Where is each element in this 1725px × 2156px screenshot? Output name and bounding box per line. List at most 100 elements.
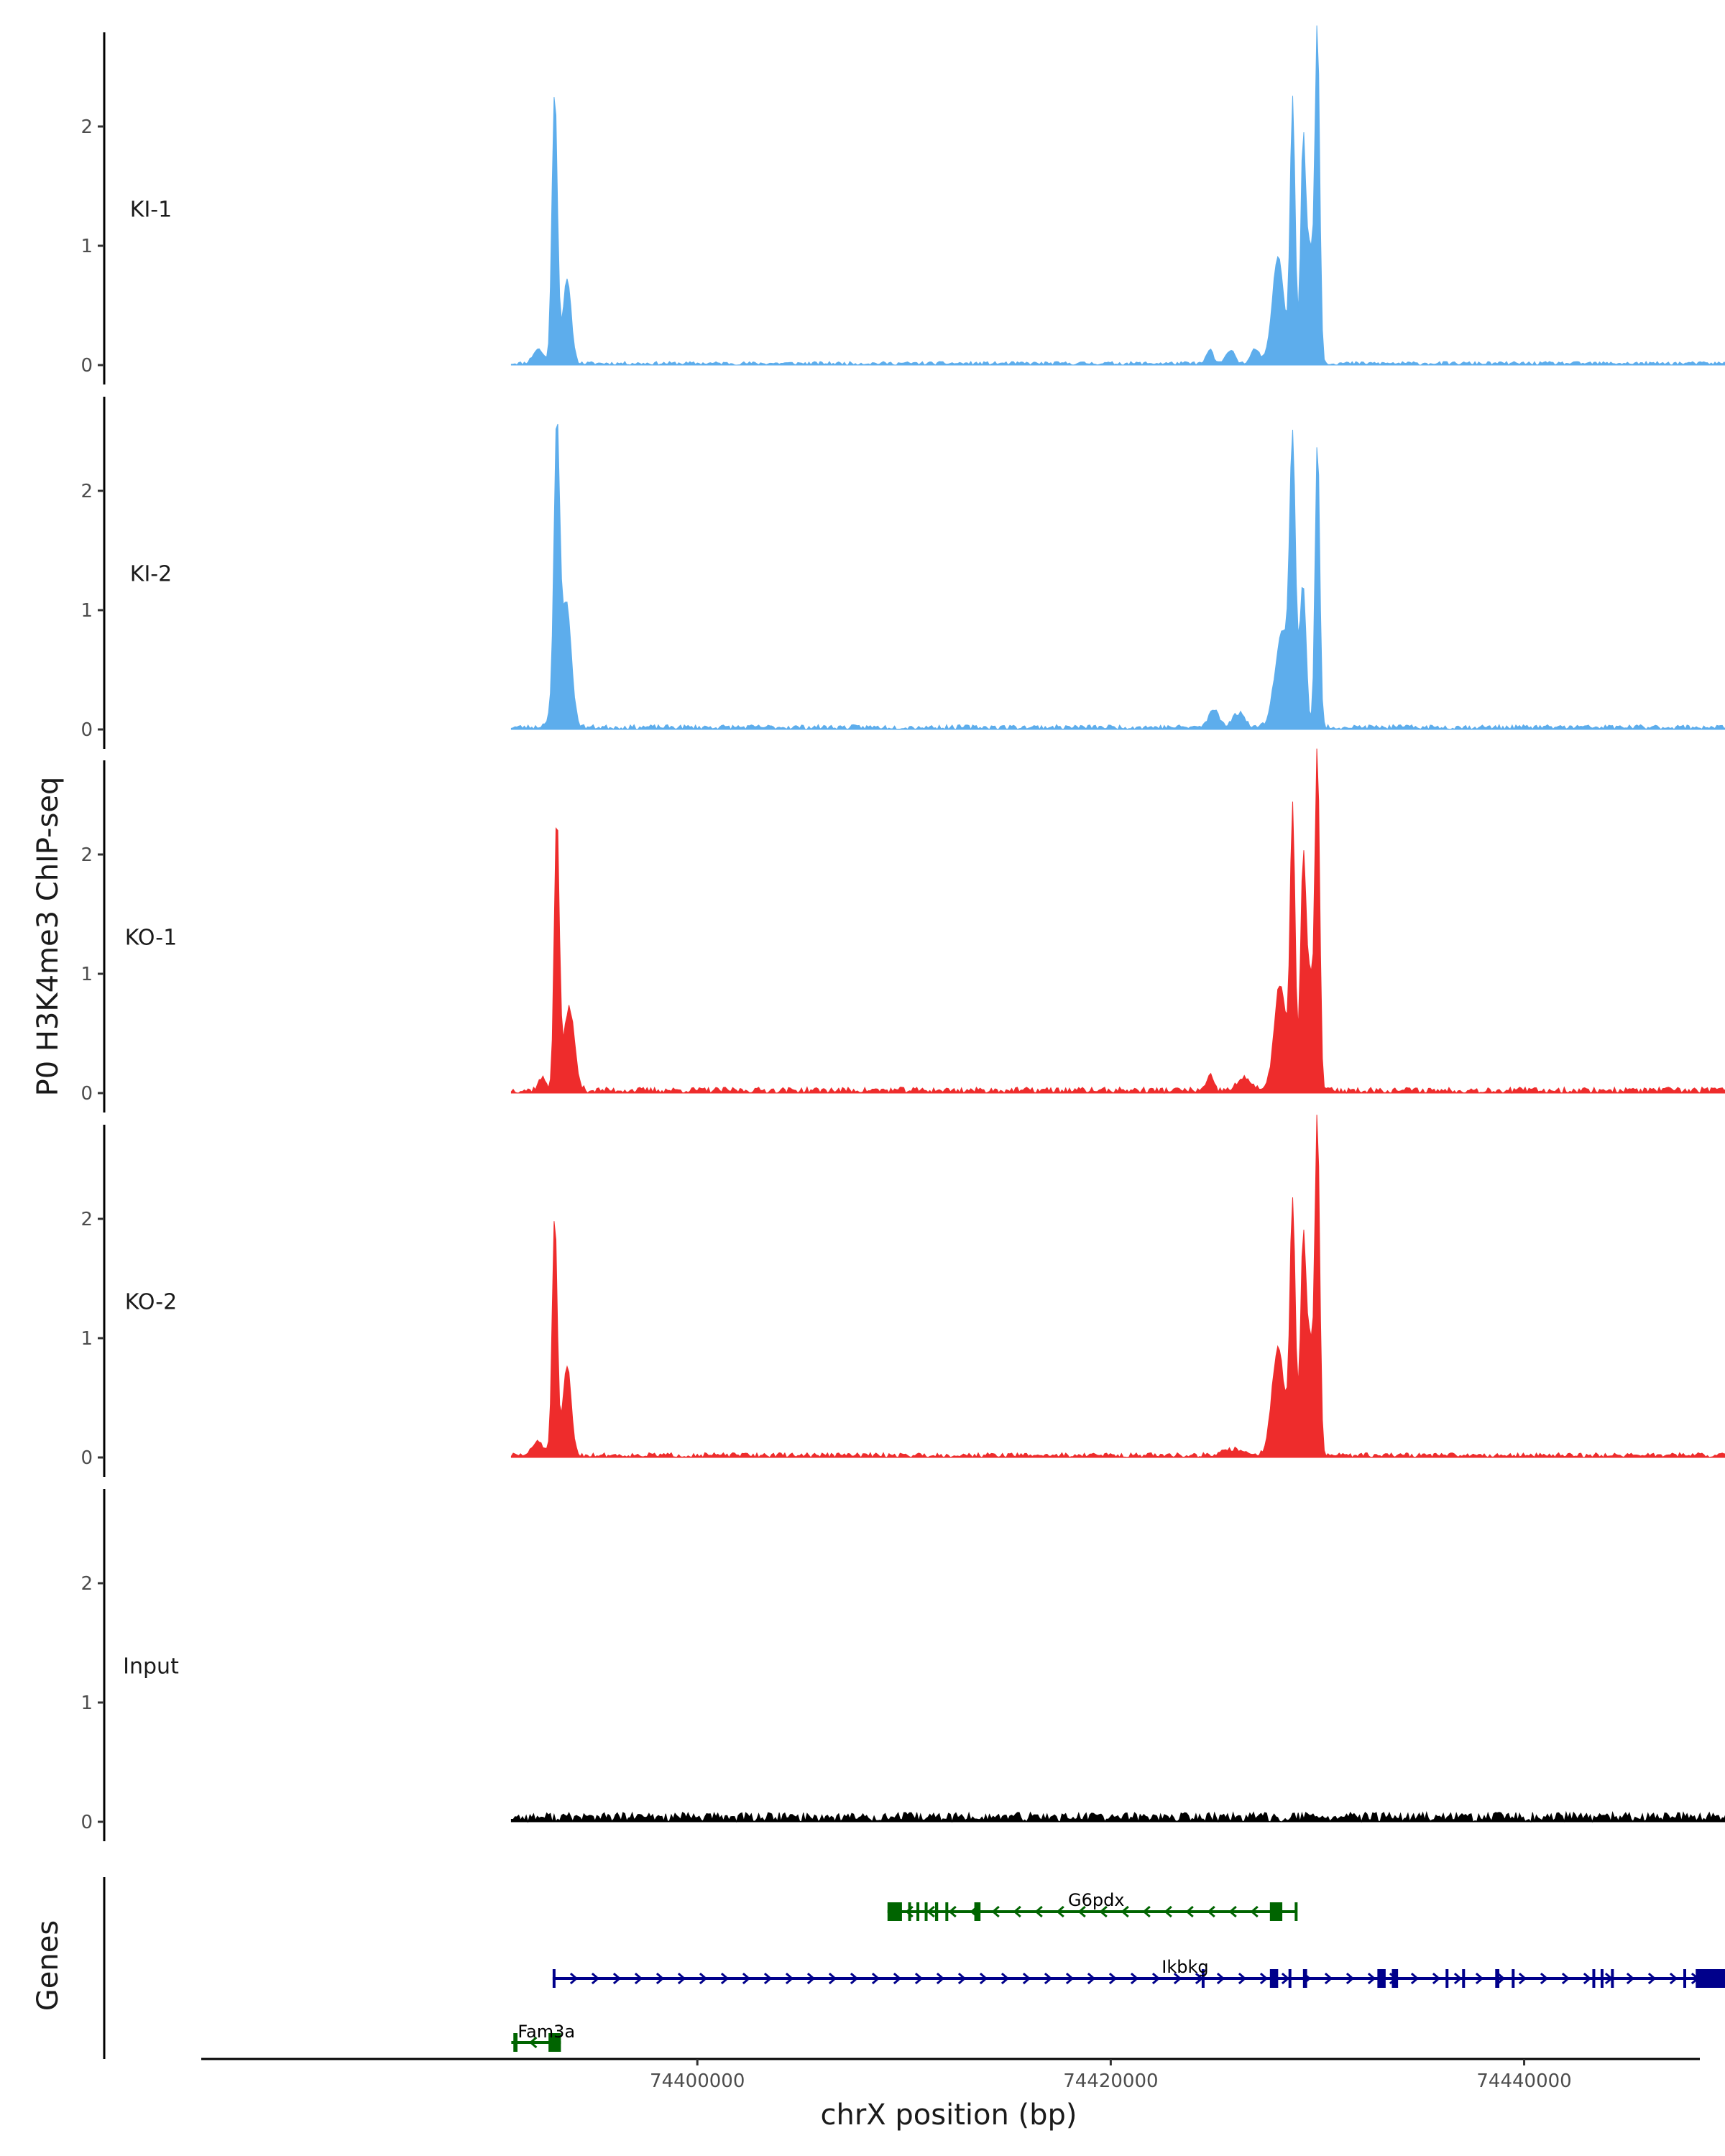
track-ki-1: 0 1 2 KI-1 (80, 25, 1725, 384)
track-label: KI-1 (130, 198, 172, 223)
genes-panel-title: Genes (32, 1920, 65, 2011)
strand-chevron (612, 1972, 622, 1985)
strand-chevron (1173, 1972, 1182, 1985)
gene-exon (1288, 1969, 1292, 1988)
strand-chevron (1583, 1972, 1592, 1985)
gene-exon (552, 1969, 556, 1988)
y-tick-label: 1 (80, 1692, 93, 1714)
gene-label: Ikbkg (1162, 1957, 1208, 1977)
strand-chevron (871, 1972, 880, 1985)
strand-chevron (699, 1972, 708, 1985)
strand-chevron (957, 1972, 967, 1985)
strand-chevron (1281, 1972, 1290, 1985)
strand-chevron (1164, 1905, 1172, 1918)
strand-chevron (720, 1972, 730, 1985)
strand-chevron (1647, 1972, 1657, 1985)
signal-area (510, 1115, 1725, 1459)
strand-chevron (1108, 1972, 1118, 1985)
y-tick-label: 2 (80, 116, 93, 138)
strand-chevron (991, 1905, 1000, 1918)
y-tick-label: 2 (80, 844, 93, 866)
gene-exon (1683, 1969, 1686, 1988)
track-label: KO-2 (125, 1290, 177, 1315)
gene-exon (513, 2033, 518, 2052)
strand-chevron (591, 1972, 600, 1985)
x-axis-title: chrX position (bp) (820, 2099, 1077, 2132)
strand-chevron (914, 1972, 924, 1985)
strand-chevron (677, 1972, 686, 1985)
strand-chevron (656, 1972, 665, 1985)
strand-chevron (1475, 1972, 1484, 1985)
gene-exon (945, 1902, 949, 1921)
track-ko-2: 0 1 2 KO-2 (80, 1115, 1725, 1477)
strand-chevron (893, 1972, 902, 1985)
signal-area (510, 1810, 1725, 1823)
gene-exon (934, 1902, 939, 1921)
y-tick-label: 0 (80, 1447, 93, 1469)
gene-label: Fam3a (518, 2022, 575, 2042)
strand-chevron (1228, 1905, 1237, 1918)
x-tick-label: 74400000 (650, 2070, 745, 2092)
strand-chevron (1496, 1972, 1506, 1985)
track-ki-2: 0 1 2 KI-2 (80, 397, 1725, 749)
strand-chevron (1056, 1905, 1064, 1918)
gene-exon (1392, 1969, 1399, 1988)
strand-chevron (1077, 1905, 1086, 1918)
gene-exon (1445, 1969, 1449, 1988)
strand-chevron (1238, 1972, 1247, 1985)
y-tick-label: 0 (80, 1812, 93, 1833)
gene-exon (916, 1902, 920, 1921)
strand-chevron (1259, 1972, 1269, 1985)
strand-chevron (1453, 1972, 1463, 1985)
strand-chevron (1022, 1972, 1031, 1985)
strand-chevron (850, 1972, 859, 1985)
strand-chevron (529, 2036, 538, 2049)
strand-chevron (1130, 1972, 1139, 1985)
strand-chevron (979, 1972, 988, 1985)
y-tick-label: 2 (80, 481, 93, 502)
y-tick-label: 1 (80, 1328, 93, 1350)
x-axis: 74400000 74420000 74440000 (201, 2058, 1700, 2092)
gene-exon (1592, 1969, 1596, 1988)
strand-chevron (1432, 1972, 1441, 1985)
strand-chevron (1540, 1972, 1549, 1985)
strand-chevron (1044, 1972, 1053, 1985)
y-tick-label: 1 (80, 600, 93, 622)
signal-area (510, 748, 1725, 1095)
gene-exon (974, 1902, 981, 1921)
signal-area (510, 423, 1725, 731)
gene-exon (1495, 1969, 1500, 1988)
strand-chevron (1561, 1972, 1570, 1985)
strand-chevron (806, 1972, 816, 1985)
track-input: 0 1 2 Input (80, 1489, 1725, 1841)
gene-exon (1269, 1969, 1279, 1988)
strand-chevron (1142, 1905, 1151, 1918)
track-label: KO-1 (125, 926, 177, 951)
strand-chevron (1324, 1972, 1333, 1985)
gene-track: G6pdx Ikbkg Fam3a (103, 1877, 1725, 2059)
strand-chevron (1065, 1972, 1075, 1985)
strand-chevron (1013, 1905, 1021, 1918)
y-tick-label: 1 (80, 964, 93, 985)
gene-ikbkg: Ikbkg (552, 1957, 1725, 1988)
strand-chevron (1346, 1972, 1355, 1985)
track-label: KI-2 (130, 562, 172, 587)
track-label: Input (123, 1654, 179, 1680)
gene-exon (1696, 1969, 1725, 1988)
y-tick-label: 0 (80, 719, 93, 741)
strand-chevron (785, 1972, 794, 1985)
strand-chevron (1518, 1972, 1527, 1985)
strand-chevron (1216, 1972, 1225, 1985)
strand-chevron (1410, 1972, 1420, 1985)
gene-exon (1201, 1969, 1205, 1988)
y-tick-label: 2 (80, 1209, 93, 1230)
y-tick-label: 0 (80, 355, 93, 377)
gene-fam3a: Fam3a (511, 2022, 575, 2052)
strand-chevron (1099, 1905, 1108, 1918)
strand-chevron (948, 1905, 957, 1918)
y-tick-label: 1 (80, 236, 93, 257)
strand-chevron (1185, 1905, 1194, 1918)
strand-chevron (828, 1972, 837, 1985)
